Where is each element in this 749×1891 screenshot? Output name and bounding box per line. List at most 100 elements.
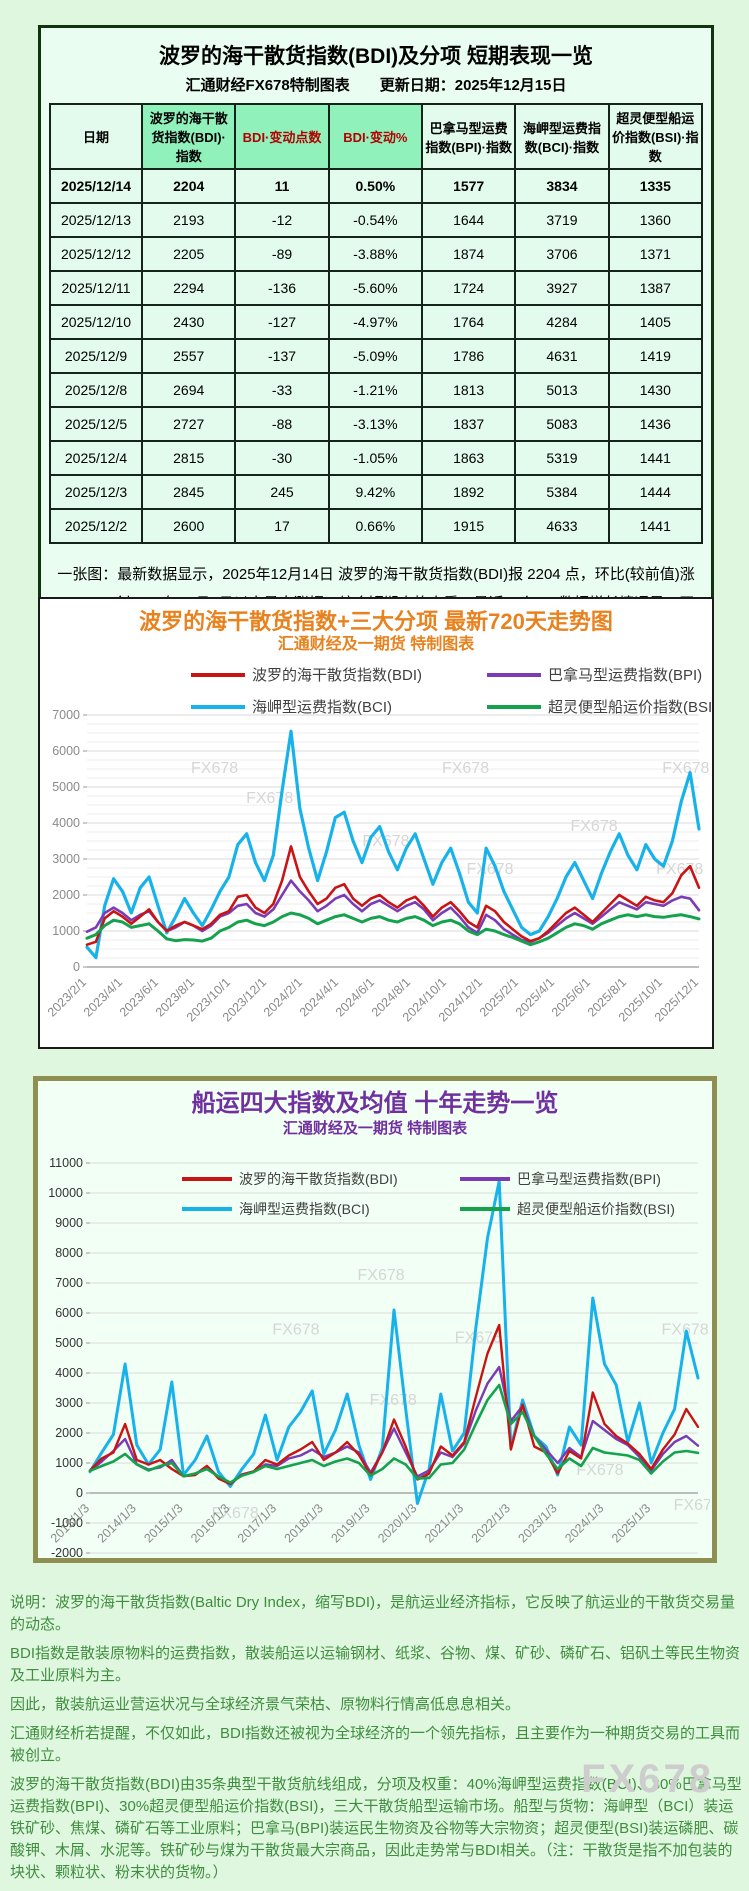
fx678-watermark: FX678 xyxy=(370,1392,417,1409)
table-row: 2025/12/2 2600 17 0.66% 1915 4633 1441 xyxy=(48,508,704,544)
chart-10y-panel: 船运四大指数及均值 十年走势一览 汇通财经及一期货 特制图表 -2000 -100… xyxy=(33,1076,717,1563)
x-tick-label: 2024/4/1 xyxy=(297,975,341,1019)
bdi-short-term-panel: 波罗的海干散货指数(BDI)及分项 短期表现一览 汇通财经FX678特制图表 更… xyxy=(38,25,714,751)
y-tick-label: 4000 xyxy=(55,1366,83,1380)
table-body: 2025/12/14 2204 11 0.50% 1577 3834 1335 2025/12… xyxy=(48,168,704,544)
x-tick-label: 2024/2/1 xyxy=(261,975,305,1019)
x-tick-label: 2023/4/1 xyxy=(81,975,125,1019)
footer-line: 汇通财经析若提醒，不仅如此，BDI指数还被视为全球经济的一个领先指标，且主要作为… xyxy=(10,1725,741,1764)
table-cell: 0.66% xyxy=(327,508,424,544)
column-header: 海岬型运费指数(BCI)·指数 xyxy=(514,103,610,170)
fx678-watermark: FX678 xyxy=(581,1757,714,1801)
legend-label: 海岬型运费指数(BCI) xyxy=(252,699,392,716)
table-cell: -4.97% xyxy=(327,304,424,340)
legend-label: 超灵便型船运价指数(BSI) xyxy=(548,699,711,716)
chart-720-panel: 波罗的海干散货指数+三大分项 最新720天走势图 汇通财经及一期货 特制图表 0… xyxy=(38,597,714,1049)
footer-notes: 说明：波罗的海干散货指数(Baltic Dry Index，缩写BDI)，是航运… xyxy=(10,1585,742,1891)
y-tick-label: 4000 xyxy=(52,816,80,830)
table-cell: 1419 xyxy=(607,338,704,374)
table-cell: -136 xyxy=(234,270,330,306)
table-cell: 2557 xyxy=(141,338,237,374)
table-cell: 17 xyxy=(234,508,330,544)
table-header-row: 日期 波罗的海干散货指数(BDI)·指数 BDI·变动点数 BDI·变动% 巴拿马型运费… xyxy=(48,103,704,170)
table-cell: 2025/12/14 xyxy=(48,168,144,204)
y-tick-label: 10000 xyxy=(48,1186,83,1200)
table-row: 2025/12/10 2430 -127 -4.97% 1764 4284 1405 xyxy=(48,304,704,340)
fx678-watermark: FX678 xyxy=(576,1462,623,1479)
column-header: BDI·变动点数 xyxy=(234,103,330,170)
table-cell: -1.05% xyxy=(327,440,424,476)
table-cell: -12 xyxy=(234,202,330,238)
table-cell: 2025/12/12 xyxy=(48,236,144,272)
table-row: 2025/12/8 2694 -33 -1.21% 1813 5013 1430 xyxy=(48,372,704,408)
footer-line: 因此，散装航运业营运状况与全球经济景气荣枯、原物料行情高低息息相关。 xyxy=(10,1696,521,1713)
table-cell: 1786 xyxy=(420,338,517,374)
table-cell: 2430 xyxy=(141,304,237,340)
table-cell: -5.60% xyxy=(327,270,424,306)
column-header: 超灵便型船运价指数(BSI)·指数 xyxy=(607,103,704,170)
footer-line: BDI指数是散装原物料的运费指数，散装船运以运输钢材、纸浆、谷物、煤、矿砂、磷矿… xyxy=(10,1645,741,1684)
chart-720-title: 波罗的海干散货指数+三大分项 最新720天走势图 xyxy=(139,609,613,634)
y-tick-label: 0 xyxy=(76,1486,83,1500)
fx678-watermark: FX678 xyxy=(246,790,293,807)
y-tick-label: -2000 xyxy=(51,1546,83,1560)
table-cell: 2294 xyxy=(141,270,237,306)
series-line-2 xyxy=(85,729,701,960)
table-cell: 5083 xyxy=(514,406,610,442)
y-tick-label: 6000 xyxy=(55,1306,83,1320)
legend-label: 波罗的海干散货指数(BDI) xyxy=(239,1171,398,1187)
table-cell: 2025/12/4 xyxy=(48,440,144,476)
bdi-table: 日期 波罗的海干散货指数(BDI)·指数 BDI·变动点数 BDI·变动% 巴拿马型运费… xyxy=(48,103,704,544)
table-cell: 2600 xyxy=(141,508,237,544)
table-cell: 2694 xyxy=(141,372,237,408)
x-tick-label: 2025/6/1 xyxy=(549,975,593,1019)
table-cell: 1915 xyxy=(420,508,517,544)
table-row: 2025/12/3 2845 245 9.42% 1892 5384 1444 xyxy=(48,474,704,510)
column-header: 巴拿马型运费指数(BPI)·指数 xyxy=(420,103,517,170)
table-cell: 2025/12/3 xyxy=(48,474,144,510)
table-cell: 1644 xyxy=(420,202,517,238)
fx678-watermark: FX678 xyxy=(466,861,513,878)
y-tick-label: 1000 xyxy=(52,924,80,938)
x-tick-label: 2025/2/1 xyxy=(477,975,521,1019)
y-tick-label: 0 xyxy=(73,960,80,974)
x-tick-label: 2023/2/1 xyxy=(45,975,89,1019)
table-cell: 11 xyxy=(234,168,330,204)
table-cell: -3.13% xyxy=(327,406,424,442)
table-cell: 1444 xyxy=(607,474,704,510)
table-title: 波罗的海干散货指数(BDI)及分项 短期表现一览 xyxy=(159,45,593,68)
table-cell: 3834 xyxy=(514,168,610,204)
table-cell: 3719 xyxy=(514,202,610,238)
fx678-watermark: FX678 xyxy=(455,1329,502,1346)
table-cell: 1837 xyxy=(420,406,517,442)
x-tick-label: 2025/4/1 xyxy=(513,975,557,1019)
table-cell: 4631 xyxy=(514,338,610,374)
x-tick-label: 2024/6/1 xyxy=(333,975,377,1019)
chart-720-subtitle: 汇通财经及一期货 特制图表 xyxy=(277,636,475,653)
fx678-watermark: FX678 xyxy=(674,1497,710,1514)
y-tick-label: -1000 xyxy=(51,1516,83,1530)
table-row: 2025/12/5 2727 -88 -3.13% 1837 5083 1436 xyxy=(48,406,704,442)
table-row: 2025/12/13 2193 -12 -0.54% 1644 3719 1360 xyxy=(48,202,704,238)
table-cell: 1371 xyxy=(607,236,704,272)
series-line-2 xyxy=(88,1179,700,1505)
table-row: 2025/12/11 2294 -136 -5.60% 1724 3927 1387 xyxy=(48,270,704,306)
legend-label: 海岬型运费指数(BCI) xyxy=(239,1201,370,1217)
table-cell: 2205 xyxy=(141,236,237,272)
table-cell: 2815 xyxy=(141,440,237,476)
y-tick-label: 7000 xyxy=(55,1276,83,1290)
table-cell: -33 xyxy=(234,372,330,408)
series-line-3 xyxy=(88,1383,700,1484)
table-cell: 2193 xyxy=(141,202,237,238)
table-cell: 1387 xyxy=(607,270,704,306)
legend-label: 波罗的海干散货指数(BDI) xyxy=(252,667,422,684)
table-cell: 5384 xyxy=(514,474,610,510)
table-cell: 2727 xyxy=(141,406,237,442)
fx678-watermark: FX678 xyxy=(570,818,617,835)
table-cell: 2025/12/5 xyxy=(48,406,144,442)
table-cell: 245 xyxy=(234,474,330,510)
table-cell: 4633 xyxy=(514,508,610,544)
table-cell: 1441 xyxy=(607,440,704,476)
table-cell: -1.21% xyxy=(327,372,424,408)
table-cell: 1436 xyxy=(607,406,704,442)
